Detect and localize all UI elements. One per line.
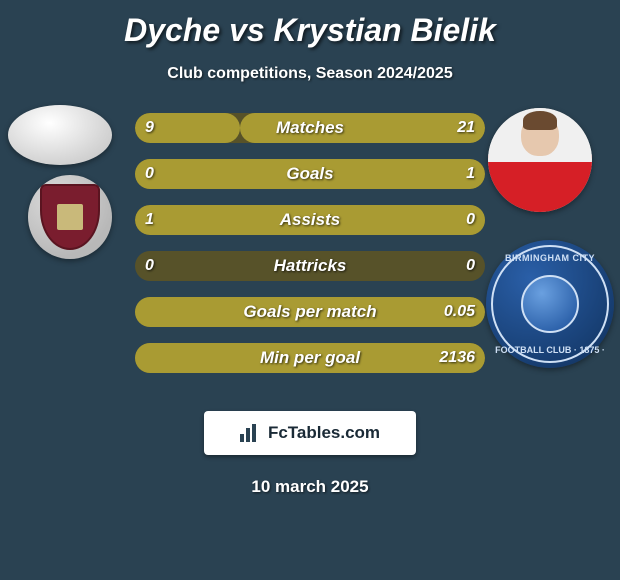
stats-area: Matches921Goals01Assists10Hattricks00Goa… — [0, 113, 620, 393]
stat-value-left: 0 — [145, 159, 154, 189]
stat-label: Assists — [135, 205, 485, 235]
stat-value-right: 2136 — [439, 343, 475, 373]
chart-icon — [240, 424, 262, 442]
stat-value-left: 0 — [145, 251, 154, 281]
comparison-date: 10 march 2025 — [0, 477, 620, 497]
stat-row: Goals0 1 — [135, 159, 485, 189]
stat-label: Hattricks — [135, 251, 485, 281]
stat-value-right: 0 — [466, 205, 475, 235]
stat-label: Min per goal — [135, 343, 485, 373]
stat-value-left: 1 — [145, 205, 154, 235]
stat-row: Min per goal2136 — [135, 343, 485, 373]
stat-row: Matches9 21 — [135, 113, 485, 143]
stat-row: Hattricks0 0 — [135, 251, 485, 281]
stat-value-left: 9 — [145, 113, 154, 143]
stat-label: Goals — [135, 159, 485, 189]
brand-text: FcTables.com — [268, 423, 380, 443]
stat-value-right: 1 — [466, 159, 475, 189]
stat-row: Assists1 0 — [135, 205, 485, 235]
comparison-subtitle: Club competitions, Season 2024/2025 — [0, 65, 620, 83]
stat-value-right: 0 — [466, 251, 475, 281]
stat-label: Goals per match — [135, 297, 485, 327]
brand-badge: FcTables.com — [204, 411, 416, 455]
comparison-title: Dyche vs Krystian Bielik — [0, 0, 620, 49]
stat-value-right: 0.05 — [444, 297, 475, 327]
stat-value-right: 21 — [457, 113, 475, 143]
stat-label: Matches — [135, 113, 485, 143]
stat-row: Goals per match0.05 — [135, 297, 485, 327]
